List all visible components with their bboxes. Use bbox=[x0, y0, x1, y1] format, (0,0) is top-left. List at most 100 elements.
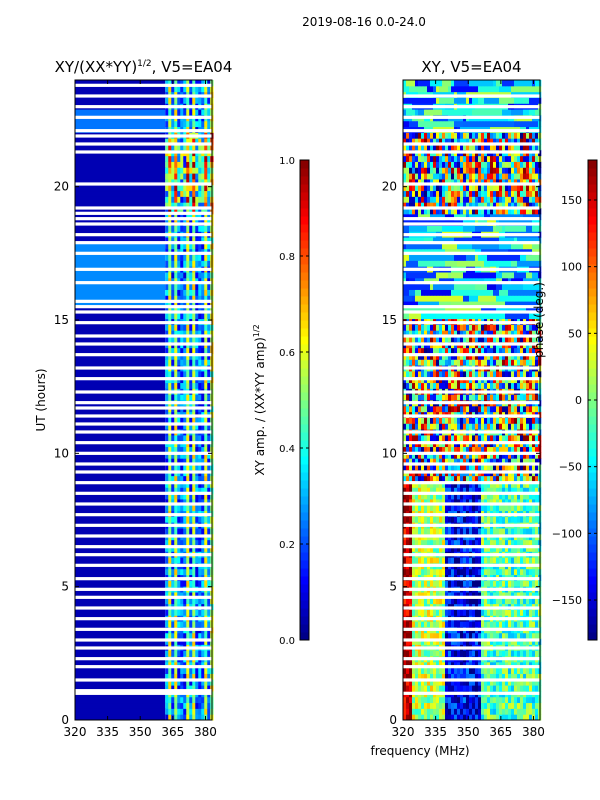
heatmap-cell bbox=[436, 359, 440, 366]
heatmap-cell bbox=[204, 336, 208, 343]
heatmap-cell bbox=[171, 545, 175, 552]
heatmap-cell bbox=[424, 405, 428, 413]
heatmap-cell bbox=[526, 394, 530, 401]
heatmap-cell bbox=[412, 632, 416, 640]
heatmap-cells bbox=[75, 80, 214, 721]
heatmap-cell bbox=[168, 283, 172, 290]
heatmap-cell bbox=[165, 708, 169, 715]
heatmap-cell bbox=[168, 446, 172, 453]
heatmap-cell bbox=[523, 685, 527, 692]
heatmap-cell bbox=[454, 405, 458, 413]
heatmap-cell bbox=[412, 708, 416, 715]
heatmap-cell bbox=[502, 493, 506, 500]
heatmap-cell bbox=[207, 621, 211, 628]
heatmap-cell bbox=[418, 353, 422, 360]
heatmap-cell bbox=[487, 539, 491, 546]
heatmap-cell bbox=[430, 696, 434, 704]
heatmap-cell bbox=[207, 85, 211, 93]
heatmap-cell bbox=[168, 359, 172, 366]
heatmap-cell bbox=[418, 493, 422, 500]
heatmap-cell bbox=[499, 446, 503, 453]
heatmap-cell bbox=[466, 487, 470, 494]
heatmap-cell bbox=[186, 609, 190, 616]
heatmap-cell bbox=[481, 539, 485, 546]
heatmap-cell bbox=[195, 167, 199, 174]
heatmap-cell bbox=[174, 498, 178, 506]
heatmap-cell bbox=[457, 458, 461, 465]
heatmap-cell bbox=[186, 714, 190, 721]
heatmap-cell bbox=[466, 382, 470, 389]
heatmap-cell bbox=[454, 481, 458, 488]
heatmap-cell bbox=[496, 661, 500, 669]
heatmap-cell bbox=[475, 458, 479, 465]
heatmap-cell bbox=[201, 446, 205, 453]
heatmap-cell bbox=[517, 621, 521, 628]
heatmap-cell bbox=[472, 423, 476, 430]
heatmap-cell bbox=[481, 347, 485, 354]
heatmap-cell bbox=[207, 80, 211, 87]
heatmap-cell bbox=[475, 580, 479, 587]
heatmap-cell bbox=[180, 120, 184, 128]
heatmap-cell bbox=[165, 173, 169, 180]
heatmap-cell bbox=[75, 452, 166, 459]
heatmap-cell bbox=[424, 661, 428, 669]
heatmap-cell bbox=[517, 359, 521, 366]
heatmap-cell bbox=[412, 452, 416, 459]
heatmap-cell bbox=[406, 714, 410, 721]
heatmap-cell bbox=[484, 667, 488, 674]
heatmap-cell bbox=[526, 452, 530, 459]
flagged-row bbox=[75, 422, 212, 426]
heatmap-cell bbox=[508, 423, 512, 430]
heatmap-cell bbox=[171, 161, 175, 168]
heatmap-cell bbox=[520, 405, 524, 413]
heatmap-cell bbox=[171, 696, 175, 704]
heatmap-cell bbox=[171, 504, 175, 512]
heatmap-cell bbox=[403, 446, 407, 453]
heatmap-cell bbox=[460, 667, 464, 674]
heatmap-cell bbox=[171, 289, 175, 296]
heatmap-cell bbox=[204, 173, 208, 180]
heatmap-cell bbox=[502, 423, 506, 430]
heatmap-cell bbox=[457, 609, 461, 616]
heatmap-cell bbox=[192, 161, 196, 168]
heatmap-cell bbox=[204, 138, 208, 145]
heatmap-cell bbox=[198, 254, 202, 261]
heatmap-cell bbox=[451, 475, 455, 482]
heatmap-cell bbox=[198, 498, 202, 506]
heatmap-cell bbox=[201, 213, 205, 221]
axes-frame bbox=[74, 79, 213, 721]
heatmap-cell bbox=[430, 679, 434, 686]
heatmap-cell bbox=[439, 516, 443, 523]
heatmap-cell bbox=[514, 580, 518, 587]
heatmap-cell bbox=[442, 673, 446, 680]
heatmap-cell bbox=[403, 696, 407, 704]
heatmap-cell bbox=[520, 516, 524, 523]
heatmap-cell bbox=[487, 423, 491, 430]
heatmap-cell bbox=[75, 702, 166, 709]
heatmap-cell bbox=[198, 539, 202, 546]
heatmap-cell bbox=[409, 446, 413, 453]
heatmap-cell bbox=[493, 632, 497, 640]
heatmap-cell bbox=[436, 638, 440, 645]
heatmap-cell bbox=[186, 382, 190, 389]
heatmap-cell bbox=[171, 173, 175, 180]
heatmap-cell bbox=[204, 592, 208, 599]
heatmap-cell bbox=[478, 475, 482, 482]
heatmap-cell bbox=[484, 708, 488, 715]
heatmap-cell bbox=[180, 685, 184, 692]
heatmap-cell bbox=[195, 498, 199, 506]
heatmap-cell bbox=[469, 434, 473, 442]
heatmap-cell bbox=[430, 394, 434, 401]
heatmap-cell bbox=[490, 394, 494, 401]
heatmap-cell bbox=[195, 144, 199, 151]
heatmap-cell bbox=[478, 702, 482, 709]
heatmap-cell bbox=[204, 679, 208, 686]
heatmap-cell bbox=[198, 336, 202, 343]
heatmap-cell bbox=[520, 434, 524, 442]
heatmap-cell bbox=[430, 498, 434, 506]
heatmap-cell bbox=[466, 539, 470, 546]
heatmap-cell bbox=[499, 405, 503, 413]
heatmap-cell bbox=[177, 673, 181, 680]
heatmap-cell bbox=[442, 708, 446, 715]
heatmap-cell bbox=[529, 446, 533, 453]
